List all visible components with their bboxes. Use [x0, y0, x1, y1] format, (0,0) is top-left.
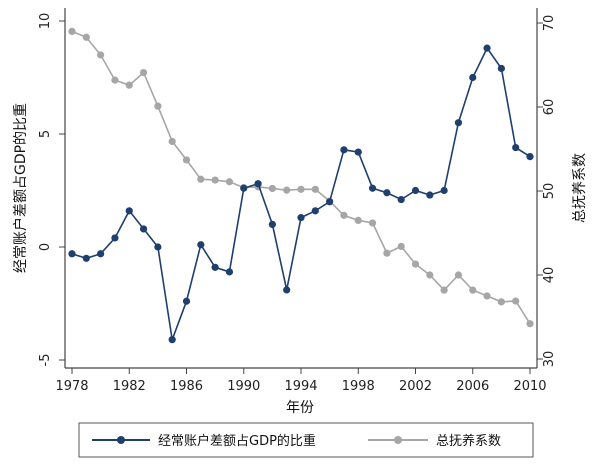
series-point-current-account-2000	[383, 189, 391, 197]
series-point-current-account-2004	[440, 186, 448, 195]
series-point-current-account-2010	[526, 153, 534, 161]
x-axis-title: 年份	[286, 400, 314, 416]
series-point-current-account-2003	[426, 191, 434, 199]
y-right-tick-label-60: 60	[542, 99, 557, 116]
series-point-dependency-1997	[340, 211, 348, 219]
series-point-current-account-1987	[197, 241, 205, 249]
legend: 经常账户差额占GDP的比重 总抚养系数	[78, 422, 534, 458]
y-right-tick-label-40: 40	[542, 267, 557, 284]
series-point-dependency-1993	[283, 186, 291, 194]
series-point-current-account-1996	[326, 198, 334, 206]
series-point-current-account-1989	[225, 268, 234, 276]
series-point-dependency-1988	[211, 176, 219, 184]
series-point-dependency-1987	[197, 175, 205, 183]
series-point-dependency-1979	[82, 33, 90, 41]
series-point-dependency-2010	[526, 320, 534, 328]
x-tick-label-1998: 1998	[342, 379, 375, 394]
series-point-current-account-2007	[483, 44, 491, 52]
series-point-current-account-2006	[469, 73, 477, 82]
series-point-current-account-1999	[368, 184, 377, 192]
series-point-dependency-2003	[426, 271, 434, 279]
series-point-dependency-2006	[469, 286, 477, 294]
series-point-dependency-1985	[168, 137, 176, 146]
series-point-dependency-2002	[411, 260, 420, 268]
series-point-current-account-1994	[297, 214, 305, 222]
series-point-current-account-1981	[111, 234, 119, 242]
series-point-current-account-1997	[340, 146, 348, 154]
series-point-current-account-1982	[125, 207, 133, 215]
series-point-current-account-2002	[411, 186, 420, 195]
y-right-tick-label-70: 70	[542, 15, 557, 32]
series-point-current-account-1988	[211, 263, 219, 271]
series-point-dependency-1994	[297, 185, 305, 193]
series-point-dependency-1999	[368, 219, 377, 227]
x-tick-label-1994: 1994	[284, 379, 317, 394]
series-point-current-account-1983	[139, 225, 148, 233]
series-point-current-account-1980	[97, 250, 105, 258]
series-point-dependency-1998	[354, 216, 362, 224]
series-layer	[68, 27, 534, 344]
y-axis-right-title: 总抚养系数	[572, 153, 588, 223]
y-left-ticks: -5 0 5 10	[38, 13, 65, 367]
series-point-current-account-2009	[512, 143, 520, 152]
series-point-current-account-1990	[240, 184, 248, 192]
series-point-dependency-2007	[483, 292, 491, 300]
series-point-dependency-2008	[497, 298, 505, 306]
series-point-current-account-1998	[354, 148, 362, 156]
x-tick-label-1990: 1990	[227, 379, 260, 394]
series-line-dependency	[71, 30, 531, 325]
legend-label-dependency: 总抚养系数	[436, 433, 501, 449]
series-point-dependency-1982	[125, 81, 133, 89]
series-point-dependency-1984	[154, 102, 162, 110]
legend-marker-current-account	[117, 436, 125, 444]
y-right-tick-label-50: 50	[542, 183, 557, 200]
series-line-current-account	[71, 46, 531, 343]
x-tick-label-2002: 2002	[399, 379, 432, 394]
series-point-dependency-2000	[383, 249, 391, 257]
y-left-tick-label--5: -5	[38, 354, 53, 367]
y-left-tick-label-10: 10	[38, 13, 53, 30]
x-tick-label-2006: 2006	[456, 379, 489, 394]
legend-marker-dependency	[394, 436, 402, 444]
series-point-current-account-1993	[283, 286, 291, 294]
series-point-dependency-1992	[268, 184, 276, 193]
legend-box	[78, 422, 534, 458]
y-right-ticks: 30 40 50 60 70	[537, 15, 557, 368]
series-point-current-account-1995	[311, 207, 319, 215]
series-point-current-account-1992	[268, 220, 276, 228]
legend-label-current-account: 经常账户差额占GDP的比重	[158, 433, 316, 449]
x-tick-label-1978: 1978	[55, 379, 88, 394]
series-point-dependency-2004	[440, 286, 448, 294]
series-point-dependency-1981	[111, 76, 119, 84]
series-point-dependency-1989	[225, 178, 234, 186]
series-point-dependency-1978	[68, 27, 76, 35]
series-point-current-account-1985	[168, 336, 176, 344]
series-point-dependency-1980	[97, 51, 105, 59]
y-axis-left-title: 经常账户差额占GDP的比重	[12, 103, 29, 273]
series-point-current-account-1979	[82, 254, 90, 262]
series-point-current-account-1984	[154, 243, 162, 251]
y-left-tick-label-0: 0	[38, 243, 53, 251]
series-point-current-account-2001	[397, 195, 405, 204]
series-point-dependency-2005	[454, 271, 463, 279]
series-point-dependency-1986	[182, 156, 191, 164]
y-right-tick-label-30: 30	[542, 351, 557, 368]
series-point-dependency-2009	[512, 297, 520, 305]
series-point-dependency-1983	[139, 68, 148, 77]
x-tick-label-1986: 1986	[170, 379, 203, 394]
y-left-tick-label-5: 5	[38, 130, 53, 138]
x-tick-label-1982: 1982	[113, 379, 146, 394]
series-point-current-account-2008	[497, 64, 505, 73]
x-ticks: 1978 1982 1986 1990 1994 1998 2002 2006 2010	[55, 368, 547, 394]
series-point-current-account-2005	[454, 119, 463, 127]
series-point-current-account-1986	[182, 297, 191, 305]
series-point-dependency-1995	[311, 185, 319, 193]
x-tick-label-2010: 2010	[513, 379, 546, 394]
series-point-current-account-1978	[68, 250, 76, 258]
series-point-dependency-2001	[397, 242, 405, 251]
series-point-current-account-1991	[254, 180, 262, 188]
